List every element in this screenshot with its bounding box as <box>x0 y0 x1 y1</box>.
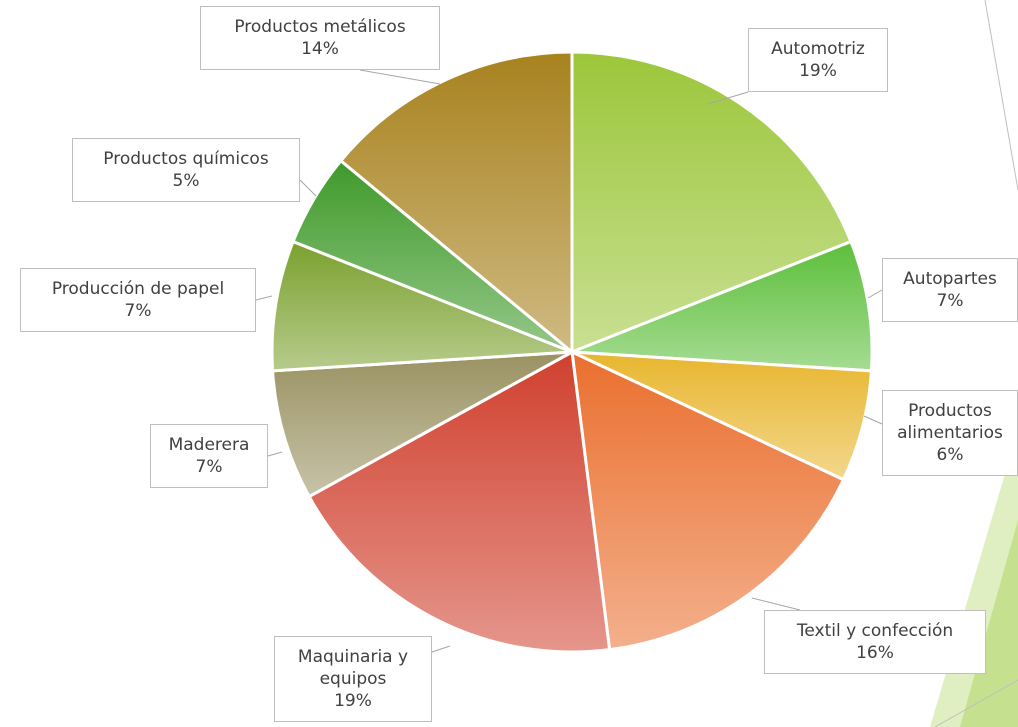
data-label: Maderera 7% <box>150 424 268 488</box>
data-label: Maquinaria y equipos 19% <box>274 636 432 722</box>
leader-lines <box>255 69 883 653</box>
category-label: Autopartes <box>903 269 997 289</box>
leader-line <box>255 295 273 301</box>
data-label: Productos metálicos 14% <box>200 6 440 70</box>
category-label: Textil y confección <box>796 621 954 641</box>
data-label: Textil y confección 16% <box>764 610 986 674</box>
value-label: 7% <box>195 457 223 477</box>
data-label: Productos alimentarios 6% <box>882 390 1018 476</box>
data-label: Autopartes 7% <box>882 258 1018 322</box>
data-label: Automotriz 19% <box>748 28 888 92</box>
value-label: 5% <box>172 171 200 191</box>
leader-line <box>431 645 451 653</box>
category-label: Productos metálicos <box>234 17 406 37</box>
leader-line <box>707 91 749 105</box>
leader-line <box>751 597 801 611</box>
data-label: Productos químicos 5% <box>72 138 300 202</box>
category-label: Productos alimentarios <box>897 401 1003 443</box>
value-label: 19% <box>334 691 372 711</box>
value-label: 7% <box>124 301 152 321</box>
pie <box>270 50 874 654</box>
value-label: 16% <box>856 643 894 663</box>
category-label: Automotriz <box>771 39 865 59</box>
leader-line <box>863 415 883 425</box>
leader-line <box>867 289 883 299</box>
category-label: Maquinaria y equipos <box>297 647 409 689</box>
leader-line <box>299 179 317 197</box>
value-label: 7% <box>936 291 964 311</box>
category-label: Productos químicos <box>103 149 269 169</box>
category-label: Producción de papel <box>51 279 225 299</box>
value-label: 14% <box>301 39 339 59</box>
leader-line <box>267 451 283 457</box>
data-label: Producción de papel 7% <box>20 268 256 332</box>
leader-line <box>359 69 441 85</box>
category-label: Maderera <box>168 435 250 455</box>
value-label: 19% <box>799 61 837 81</box>
value-label: 6% <box>936 445 964 465</box>
